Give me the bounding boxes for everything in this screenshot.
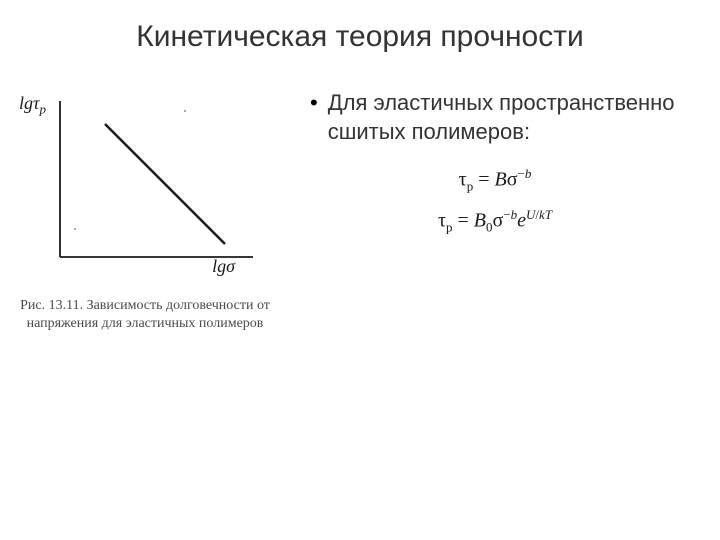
equations-block: τp = Bσ−b τp = B0σ−beU/kT: [310, 166, 700, 235]
equation-1: τp = Bσ−b: [350, 166, 700, 195]
chart-container: lgτp lgσ: [15, 89, 275, 289]
equation-2: τp = B0σ−beU/kT: [350, 207, 700, 236]
left-panel: lgτp lgσ Рис. 13.11. Зависимость долго­в…: [0, 74, 300, 333]
chart-svg: [15, 89, 275, 289]
bullet-marker: •: [310, 89, 318, 118]
content-area: lgτp lgσ Рис. 13.11. Зависимость долго­в…: [0, 74, 720, 333]
slide-title: Кинетическая теория прочности: [0, 0, 720, 54]
x-axis-label: lgσ: [212, 256, 235, 277]
right-panel: • Для эластичных пространственно сшитых …: [300, 74, 720, 333]
bullet-row: • Для эластичных пространственно сшитых …: [310, 89, 700, 146]
bullet-text: Для эластичных пространственно сшитых по…: [328, 89, 700, 146]
figure-caption: Рис. 13.11. Зависимость долго­вечности о…: [15, 297, 275, 333]
y-axis-label: lgτp: [19, 93, 46, 118]
chart-line: [105, 124, 225, 244]
